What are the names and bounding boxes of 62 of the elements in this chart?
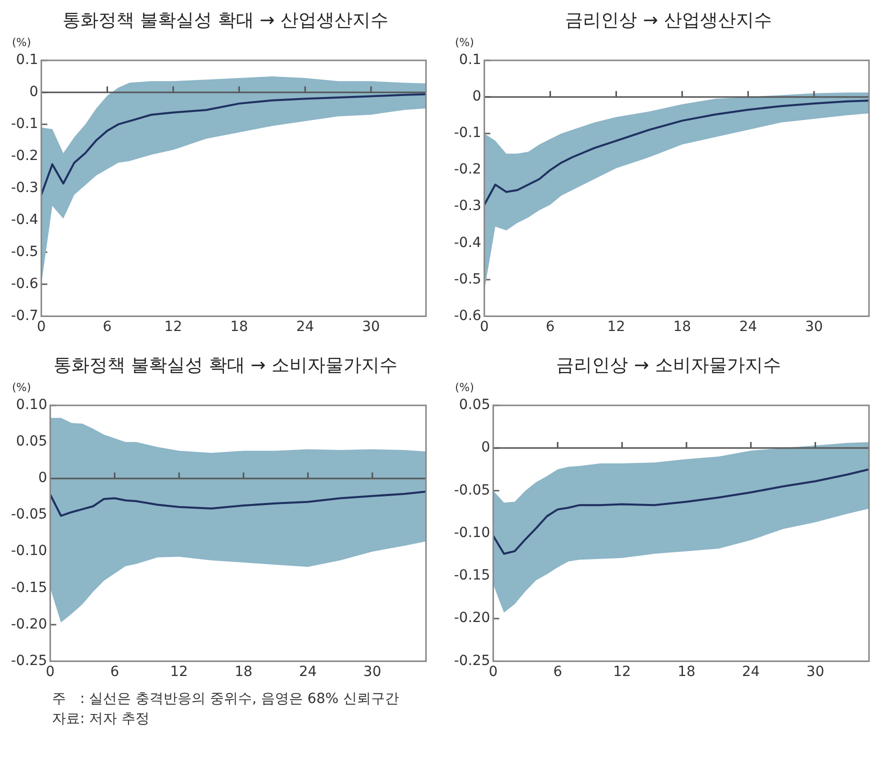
- y-axis-title: (%): [12, 381, 32, 394]
- y-tick-label: -0.7: [10, 308, 38, 324]
- x-tick-label: 6: [546, 319, 555, 336]
- y-tick-label: 0.1: [16, 52, 38, 68]
- y-tick-label: -0.20: [10, 616, 48, 632]
- y-tick-label: -0.2: [10, 148, 38, 164]
- text: 자료: 저자 추정: [52, 710, 151, 728]
- x-tick-label: 6: [553, 664, 562, 680]
- y-tick-label: -0.3: [10, 180, 38, 196]
- text: 주 : 실선은 충격반응의 중위수, 음영은 68% 신뢰구간: [52, 690, 400, 708]
- y-tick-label: -0.10: [10, 543, 48, 560]
- y-tick-label: -0.3: [454, 198, 482, 214]
- x-tick-label: 30: [805, 319, 823, 336]
- x-tick-label: 30: [362, 319, 380, 336]
- x-tick-label: 18: [673, 319, 692, 336]
- y-axis-title: (%): [455, 36, 476, 49]
- y-tick-label: -0.20: [454, 610, 490, 626]
- x-tick-label: 24: [296, 319, 314, 336]
- y-tick-label: 0: [472, 88, 482, 105]
- y-axis-title: (%): [12, 36, 32, 49]
- x-tick-label: 12: [613, 664, 631, 680]
- y-tick-label: -0.05: [454, 482, 490, 498]
- y-tick-label: -0.1: [10, 116, 38, 132]
- x-tick-label: 30: [363, 664, 382, 680]
- y-tick-label: -0.6: [10, 276, 38, 292]
- x-tick-label: 6: [110, 664, 120, 680]
- y-tick-label: -0.5: [10, 244, 38, 260]
- x-tick-label: 12: [164, 319, 182, 336]
- y-tick-label: 0: [38, 470, 48, 486]
- y-axis-title: (%): [455, 381, 476, 394]
- x-tick-label: 24: [742, 664, 760, 680]
- y-tick-label: -0.5: [454, 271, 482, 288]
- chart-title: 금리인상 → 산업생산지수: [564, 9, 773, 32]
- chart-title: 금리인상 → 소비자물가지수: [555, 354, 782, 377]
- x-tick-label: 12: [607, 319, 626, 336]
- y-tick-label: -0.25: [454, 652, 490, 669]
- x-tick-label: 30: [806, 664, 824, 680]
- x-tick-label: 18: [234, 664, 252, 680]
- chart-title: 통화정책 불확실성 확대 → 산업생산지수: [62, 9, 390, 32]
- y-tick-label: 0: [481, 440, 490, 456]
- y-tick-label: 0.05: [16, 434, 48, 450]
- y-tick-label: 0.05: [459, 397, 490, 414]
- y-tick-label: -0.15: [10, 580, 48, 596]
- y-tick-label: -0.25: [10, 652, 48, 669]
- y-tick-label: -0.1: [454, 125, 482, 142]
- y-tick-label: -0.4: [454, 234, 482, 251]
- y-tick-label: -0.05: [10, 506, 48, 523]
- y-tick-label: -0.10: [454, 524, 490, 541]
- y-tick-label: 0.1: [459, 52, 482, 68]
- y-tick-label: 0.10: [16, 397, 48, 414]
- x-tick-label: 18: [230, 319, 248, 336]
- x-tick-label: 24: [739, 319, 758, 336]
- y-tick-label: -0.6: [454, 308, 482, 324]
- y-tick-label: -0.4: [10, 212, 38, 228]
- x-tick-label: 18: [678, 664, 696, 680]
- x-tick-label: 24: [298, 664, 317, 680]
- y-tick-label: -0.15: [454, 568, 490, 584]
- y-tick-label: 0: [29, 84, 38, 100]
- chart-title: 통화정책 불확실성 확대 → 소비자물가지수: [52, 354, 398, 377]
- y-tick-label: -0.2: [454, 162, 482, 178]
- x-tick-label: 12: [170, 664, 188, 680]
- x-tick-label: 6: [102, 319, 112, 336]
